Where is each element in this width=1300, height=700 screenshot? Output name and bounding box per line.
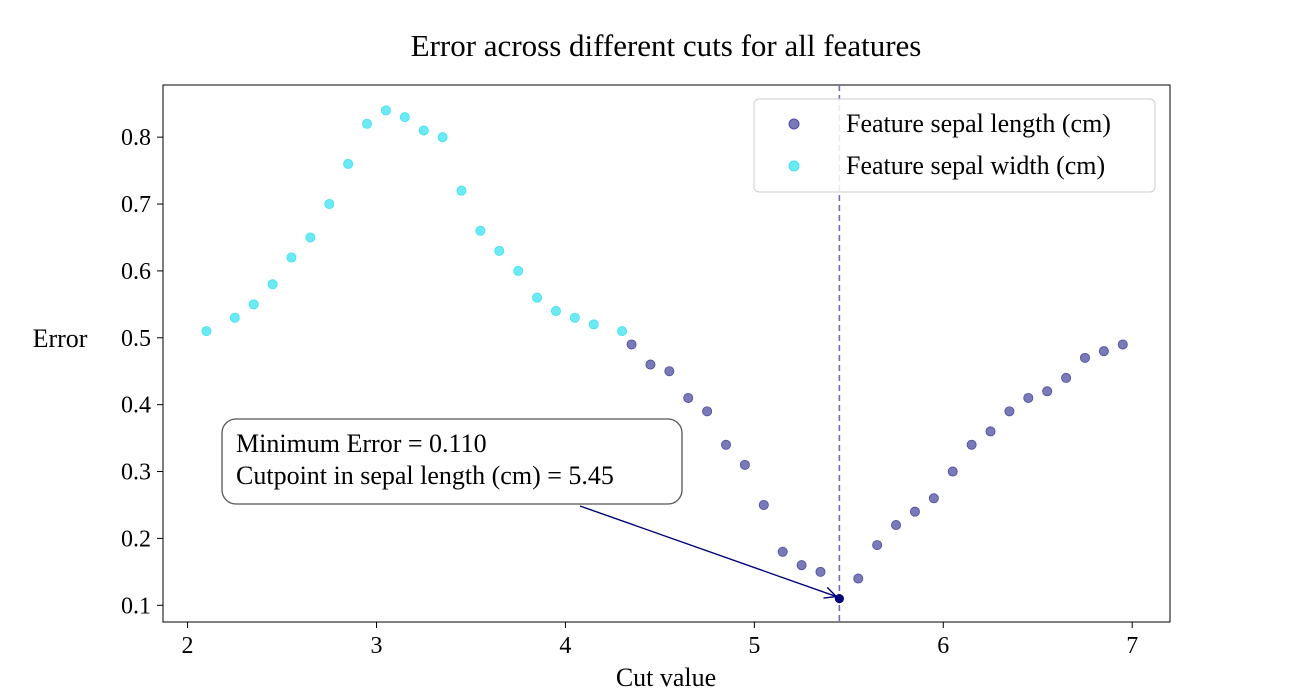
annotation-line-2: Cutpoint in sepal length (cm) = 5.45: [236, 461, 614, 490]
y-tick-label: 0.2: [121, 526, 151, 552]
point-sepal-width: [362, 118, 373, 129]
point-sepal-length: [947, 466, 958, 477]
y-tick-label: 0.6: [121, 259, 151, 285]
point-sepal-width: [550, 306, 561, 317]
y-tick-label: 0.8: [121, 125, 151, 151]
point-sepal-length: [721, 439, 732, 450]
point-sepal-length: [777, 546, 788, 557]
x-tick-label: 7: [1126, 633, 1138, 659]
point-sepal-width: [201, 326, 212, 337]
point-sepal-width: [617, 326, 628, 337]
point-sepal-width: [494, 245, 505, 256]
plot-area-frame: [162, 84, 1171, 623]
point-sepal-width: [380, 105, 391, 116]
point-sepal-length: [626, 339, 637, 350]
point-sepal-length: [1004, 406, 1015, 417]
point-sepal-width: [513, 265, 524, 276]
y-tick-label: 0.5: [121, 326, 151, 352]
point-sepal-width: [305, 232, 316, 243]
legend-marker-sepal-length: [788, 118, 800, 130]
x-axis: 2 3 4 5 6 7: [182, 622, 1138, 659]
point-sepal-length: [815, 566, 826, 577]
point-sepal-width: [399, 112, 410, 123]
annotation-box: [221, 418, 683, 505]
point-sepal-length: [1117, 339, 1128, 350]
x-tick-label: 4: [559, 633, 571, 659]
y-tick-label: 0.1: [121, 593, 151, 619]
point-sepal-length: [739, 459, 750, 470]
point-sepal-length: [872, 540, 883, 551]
point-sepal-width: [324, 199, 335, 210]
point-sepal-width: [343, 158, 354, 169]
point-sepal-length: [683, 392, 694, 403]
annotation: Minimum Error = 0.110 Cutpoint in sepal …: [221, 418, 838, 599]
data-points: [201, 105, 1128, 604]
point-sepal-length: [664, 366, 675, 377]
legend-marker-sepal-width: [788, 160, 800, 172]
point-sepal-length: [966, 439, 977, 450]
point-sepal-length: [758, 499, 769, 510]
point-sepal-length: [1079, 352, 1090, 363]
point-sepal-length: [909, 506, 920, 517]
point-sepal-length: [1023, 392, 1034, 403]
point-sepal-width: [248, 299, 259, 310]
point-sepal-length: [1061, 372, 1072, 383]
point-sepal-length: [853, 573, 864, 584]
point-sepal-length: [1098, 346, 1109, 357]
y-axis: 0.1 0.2 0.3 0.4 0.5 0.6 0.7 0.8: [121, 125, 163, 619]
x-tick-label: 6: [937, 633, 949, 659]
point-sepal-width: [532, 292, 543, 303]
point-sepal-width: [456, 185, 467, 196]
chart-title: Error across different cuts for all feat…: [411, 28, 922, 63]
point-sepal-width: [437, 132, 448, 143]
legend-label-sepal-width: Feature sepal width (cm): [846, 151, 1105, 180]
point-sepal-width: [286, 252, 297, 263]
point-sepal-length: [796, 560, 807, 571]
x-tick-label: 5: [748, 633, 760, 659]
y-tick-label: 0.4: [121, 393, 151, 419]
point-sepal-width: [475, 225, 486, 236]
x-axis-label: Cut value: [616, 663, 716, 692]
point-sepal-length: [1042, 386, 1053, 397]
x-tick-label: 3: [370, 633, 382, 659]
annotation-arrow-head: [823, 586, 838, 599]
annotation-line-1: Minimum Error = 0.110: [236, 429, 487, 458]
x-tick-label: 2: [182, 633, 194, 659]
annotation-arrow: [579, 505, 837, 598]
legend-box: [753, 98, 1156, 193]
point-sepal-length: [645, 359, 656, 370]
y-tick-label: 0.7: [121, 192, 151, 218]
point-sepal-width: [418, 125, 429, 136]
point-sepal-length: [891, 520, 902, 531]
point-sepal-length: [985, 426, 996, 437]
minimum-point: [834, 593, 844, 604]
point-sepal-width: [229, 312, 240, 323]
point-sepal-width: [588, 319, 599, 330]
point-sepal-length: [928, 493, 939, 504]
legend: Feature sepal length (cm) Feature sepal …: [753, 98, 1156, 193]
legend-label-sepal-length: Feature sepal length (cm): [846, 109, 1111, 138]
point-sepal-length: [702, 406, 713, 417]
y-axis-label: Error: [33, 324, 88, 353]
point-sepal-width: [569, 312, 580, 323]
y-tick-label: 0.3: [121, 460, 151, 486]
point-sepal-width: [267, 279, 278, 290]
